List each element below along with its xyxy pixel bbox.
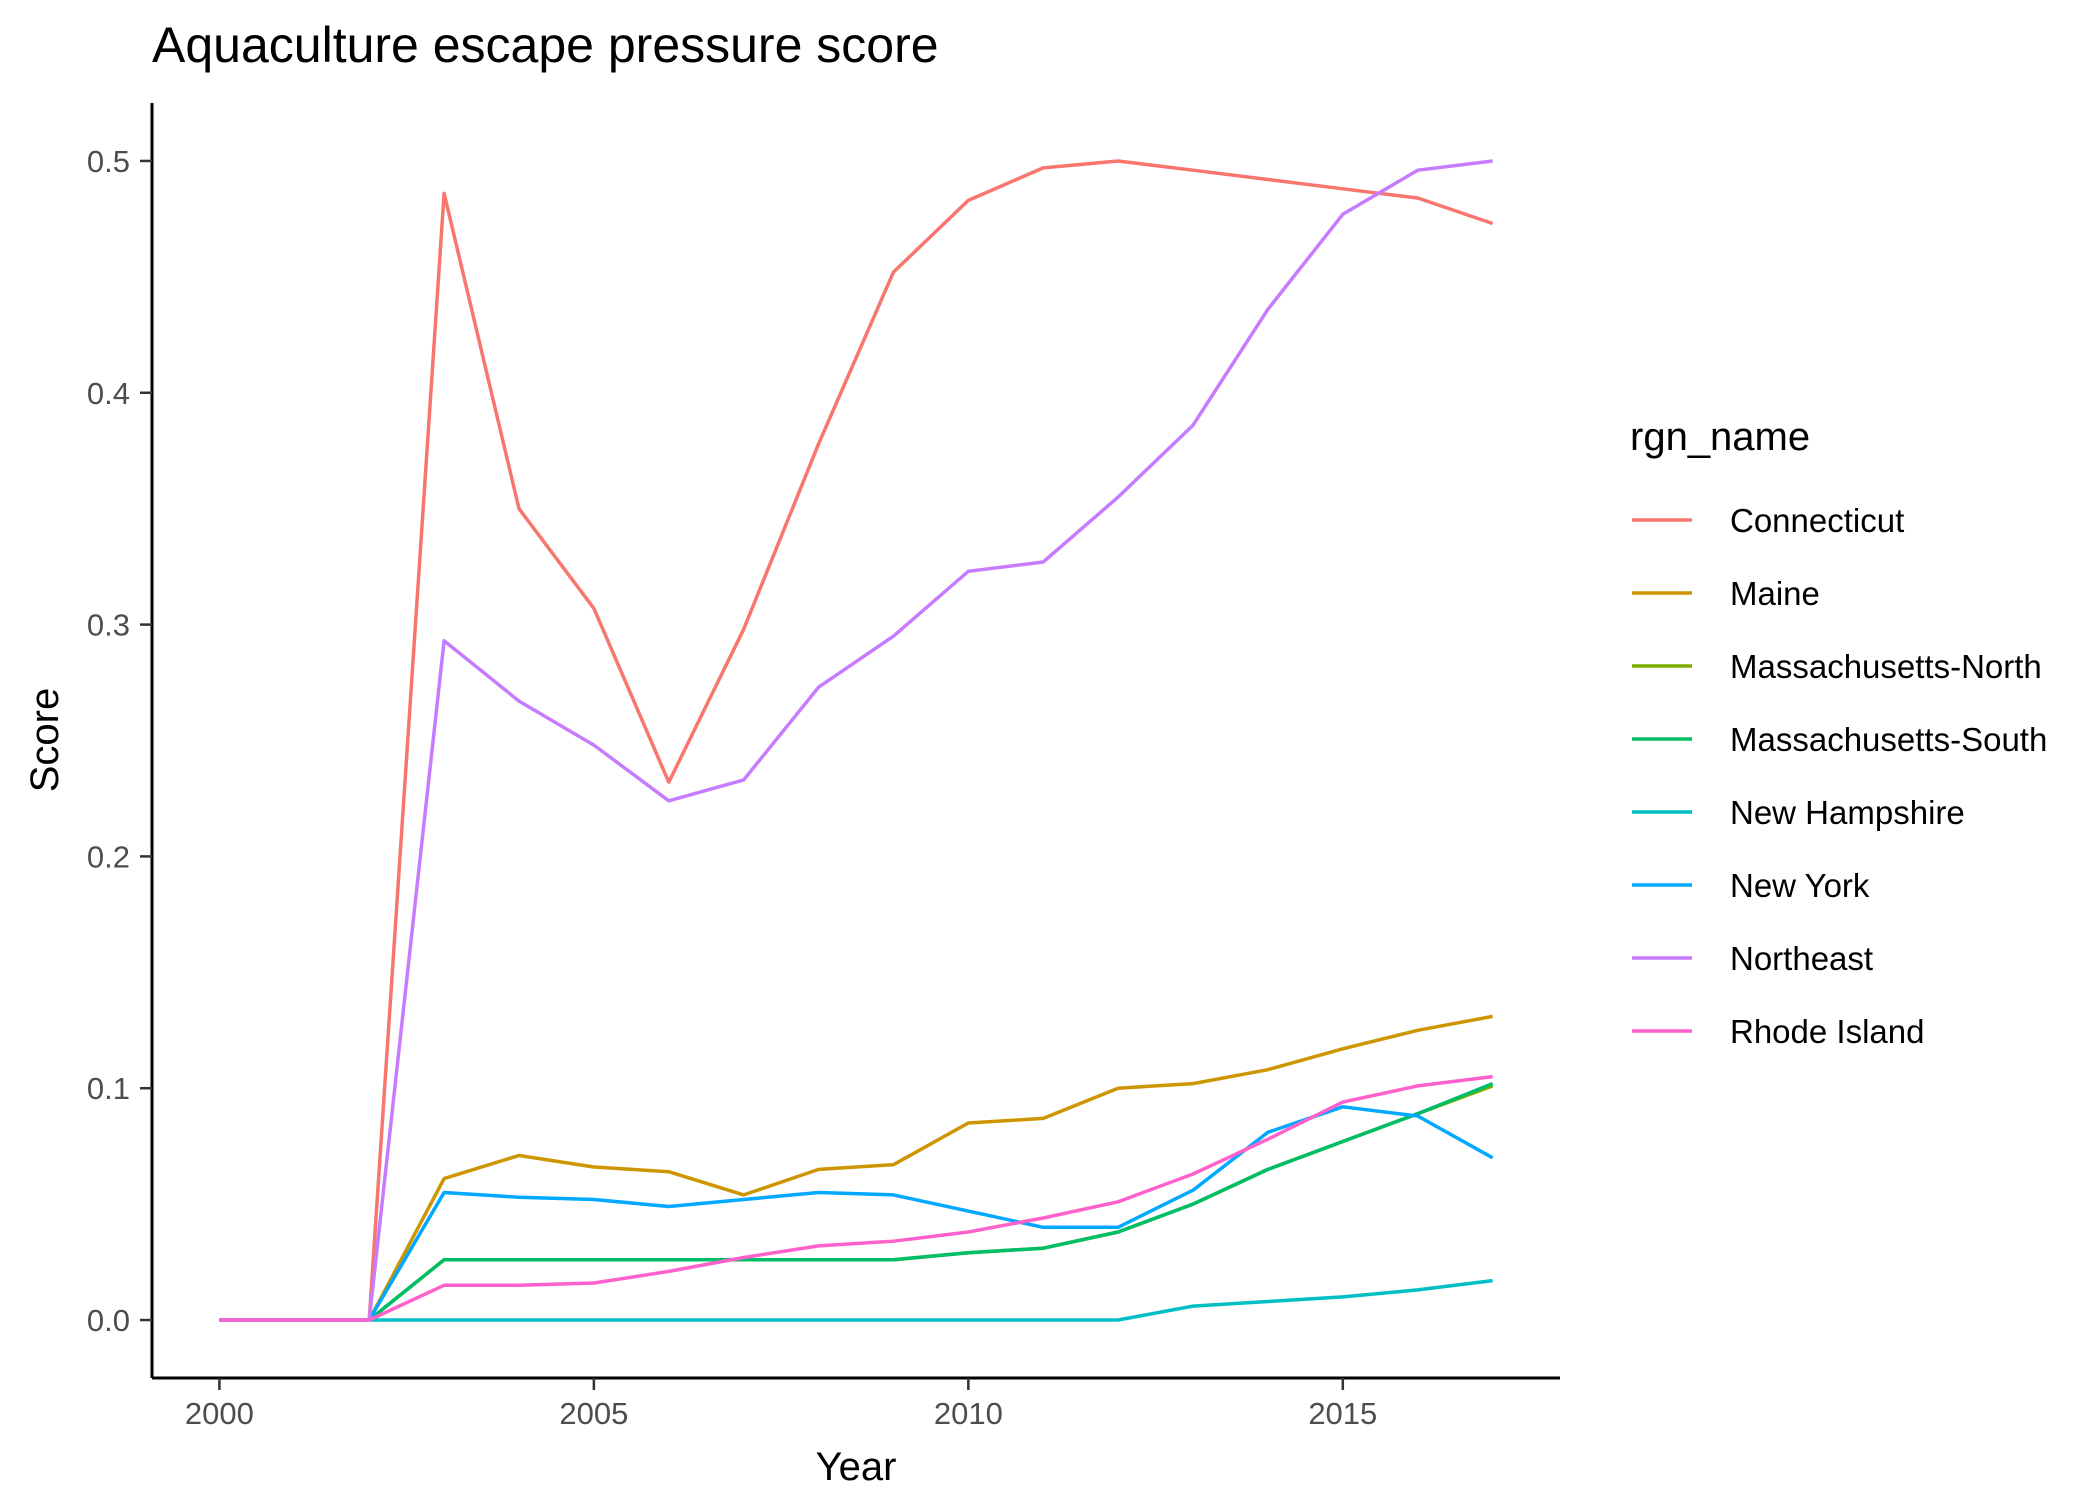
legend: rgn_name Connecticut Maine Massachusetts-N… [1630,415,2047,1050]
legend-label: Connecticut [1730,502,1904,539]
legend-label: Rhode Island [1730,1013,1924,1050]
y-tick-label: 0.1 [87,1071,130,1106]
legend-items: Connecticut Maine Massachusetts-North Massa… [1632,502,2047,1050]
series-line-new-york [219,1105,1494,1322]
legend-title: rgn_name [1630,415,1810,459]
plot-area: 0.0 0.1 0.2 0.3 0.4 0.5 2000 2005 2010 2015 [87,103,1560,1431]
y-tick-label: 0.0 [87,1303,130,1338]
series-line-maine [219,1014,1493,1322]
y-tick-label: 0.2 [87,839,130,874]
legend-label: Northeast [1730,940,1873,977]
legend-item-massachusetts-south: Massachusetts-South [1632,721,2047,758]
legend-item-new-york: New York [1632,867,1870,904]
legend-label: Massachusetts-South [1730,721,2047,758]
x-axis-ticks: 2000 2005 2010 2015 [185,1378,1377,1431]
legend-item-connecticut: Connecticut [1632,502,1904,539]
x-tick-label: 2015 [1308,1396,1377,1431]
series-line-northeast [219,159,1493,1322]
legend-label: New York [1730,867,1870,904]
series-line-connecticut [219,159,1494,1322]
legend-item-maine: Maine [1632,575,1820,612]
series-line-rhode-island [219,1074,1493,1322]
y-axis-ticks: 0.0 0.1 0.2 0.3 0.4 0.5 [87,144,152,1338]
legend-item-new-hampshire: New Hampshire [1632,794,1965,831]
x-tick-label: 2000 [185,1396,254,1431]
y-tick-label: 0.5 [87,144,130,179]
legend-item-northeast: Northeast [1632,940,1873,977]
y-tick-label: 0.4 [87,376,130,411]
y-tick-label: 0.3 [87,608,130,643]
x-axis-title: Year [816,1445,897,1489]
legend-item-massachusetts-north: Massachusetts-North [1632,648,2042,685]
legend-label: Maine [1730,575,1820,612]
series-line-new-hampshire [219,1278,1493,1322]
y-axis-title: Score [23,688,67,793]
legend-label: New Hampshire [1730,794,1965,831]
series-line-massachusetts-south [219,1081,1494,1322]
chart-title: Aquaculture escape pressure score [152,17,939,73]
legend-item-rhode-island: Rhode Island [1632,1013,1924,1050]
legend-label: Massachusetts-North [1730,648,2042,685]
lines-layer [219,159,1494,1322]
x-tick-label: 2005 [559,1396,628,1431]
x-tick-label: 2010 [934,1396,1003,1431]
